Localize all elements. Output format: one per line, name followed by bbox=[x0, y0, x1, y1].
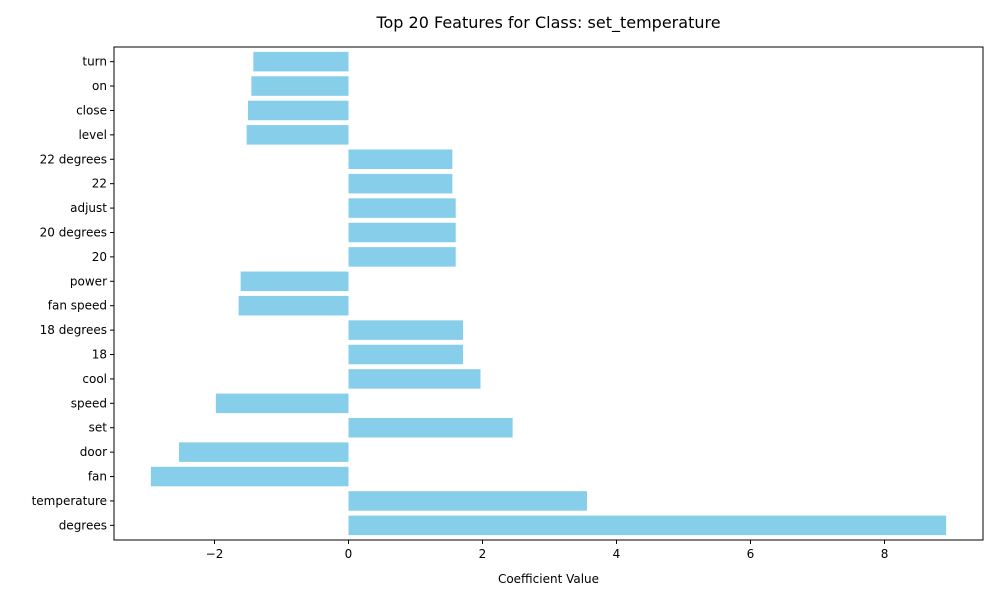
x-tick-label: −2 bbox=[206, 547, 224, 561]
bar-power bbox=[240, 271, 349, 292]
x-tick-label: 4 bbox=[613, 547, 621, 561]
x-axis-label: Coefficient Value bbox=[498, 572, 599, 586]
bar-18-degrees bbox=[348, 320, 464, 340]
y-tick-label: adjust bbox=[70, 201, 107, 215]
bar-door bbox=[178, 442, 349, 462]
bar-20-degrees bbox=[348, 222, 456, 243]
y-tick-label: 20 bbox=[92, 250, 107, 264]
y-tick-label: temperature bbox=[32, 494, 107, 508]
y-axis: degrees temperature fan door set speed cool 18 1… bbox=[32, 55, 114, 532]
bar-fan-speed bbox=[238, 295, 349, 316]
bar-temperature bbox=[348, 491, 588, 511]
y-tick-label: close bbox=[76, 103, 107, 117]
bar-22 bbox=[348, 173, 453, 194]
y-tick-label: cool bbox=[82, 372, 107, 386]
bar-degrees bbox=[348, 515, 947, 536]
y-tick-label: speed bbox=[71, 396, 107, 410]
x-axis: −2 0 2 4 6 8 bbox=[206, 540, 889, 561]
y-tick-label: 22 bbox=[92, 177, 107, 191]
x-tick-label: 2 bbox=[479, 547, 487, 561]
y-tick-label: set bbox=[89, 421, 108, 435]
x-tick-label: 6 bbox=[747, 547, 755, 561]
y-tick-label: turn bbox=[82, 55, 107, 69]
y-tick-label: power bbox=[70, 274, 107, 288]
y-tick-label: level bbox=[78, 128, 107, 142]
bar-level bbox=[246, 125, 349, 145]
y-tick-label: 18 bbox=[92, 348, 107, 362]
bar-18 bbox=[348, 344, 464, 365]
y-tick-label: fan bbox=[88, 470, 107, 484]
bar-set bbox=[348, 417, 513, 438]
y-tick-label: 22 degrees bbox=[40, 152, 107, 166]
plot-frame bbox=[113, 46, 984, 541]
bar-speed bbox=[215, 393, 349, 414]
bar-20 bbox=[348, 247, 456, 267]
y-tick-label: on bbox=[92, 79, 107, 93]
x-tick-label: 0 bbox=[345, 547, 353, 561]
bar-fan bbox=[150, 466, 349, 487]
y-tick-label: 20 degrees bbox=[40, 225, 107, 239]
bar-on bbox=[251, 76, 349, 96]
y-tick-label: door bbox=[80, 445, 107, 459]
y-tick-label: 18 degrees bbox=[40, 323, 107, 337]
x-tick-label: 8 bbox=[881, 547, 889, 561]
bar-adjust bbox=[348, 198, 456, 218]
y-tick-label: degrees bbox=[59, 518, 107, 532]
bar-cool bbox=[348, 369, 481, 389]
bar-22-degrees bbox=[348, 149, 453, 170]
bar-close bbox=[248, 100, 349, 121]
y-tick-label: fan speed bbox=[48, 299, 107, 313]
bar-turn bbox=[253, 51, 349, 72]
bars-layer bbox=[150, 51, 947, 536]
chart-title: Top 20 Features for Class: set_temperatu… bbox=[375, 13, 720, 33]
